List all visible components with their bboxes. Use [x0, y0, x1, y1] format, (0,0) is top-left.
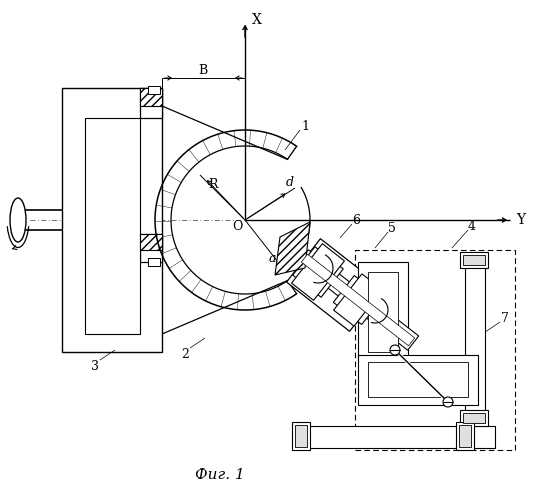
Bar	[140, 234, 162, 250]
Text: O: O	[232, 220, 242, 232]
Text: 3: 3	[91, 360, 99, 374]
Text: Y: Y	[516, 213, 525, 227]
Bar	[355, 250, 515, 450]
Bar	[459, 425, 471, 447]
Polygon shape	[333, 276, 383, 324]
Text: 2: 2	[181, 348, 189, 360]
Bar	[460, 410, 488, 426]
Bar	[465, 258, 485, 428]
Text: 4: 4	[468, 220, 476, 232]
Text: 7: 7	[501, 312, 509, 324]
Polygon shape	[293, 246, 343, 298]
Bar	[148, 258, 160, 266]
Bar	[463, 413, 485, 423]
Bar	[358, 262, 408, 362]
Polygon shape	[298, 250, 418, 350]
Bar	[62, 88, 162, 352]
Text: X: X	[252, 13, 262, 27]
Bar	[456, 422, 474, 450]
Bar	[358, 355, 478, 405]
Polygon shape	[292, 244, 345, 300]
Polygon shape	[334, 274, 382, 326]
Text: 6: 6	[352, 214, 360, 226]
Text: R: R	[208, 178, 218, 192]
Bar	[295, 425, 307, 447]
Bar	[140, 234, 162, 262]
Text: d: d	[286, 176, 294, 190]
Text: 5: 5	[388, 222, 396, 234]
Bar	[368, 362, 468, 397]
Bar	[463, 255, 485, 265]
Bar	[460, 252, 488, 268]
Bar	[140, 88, 162, 106]
Polygon shape	[287, 238, 383, 332]
Bar	[85, 118, 140, 334]
Text: a: a	[268, 252, 276, 264]
Circle shape	[390, 345, 400, 355]
Bar	[368, 272, 398, 352]
Polygon shape	[275, 222, 310, 275]
Bar	[295, 426, 495, 448]
Bar	[148, 86, 160, 94]
Text: В: В	[198, 64, 207, 76]
Bar	[140, 88, 162, 118]
Polygon shape	[301, 254, 415, 346]
Circle shape	[443, 397, 453, 407]
Text: Фиг. 1: Фиг. 1	[195, 468, 245, 482]
Text: 1: 1	[301, 120, 309, 132]
Bar	[292, 422, 310, 450]
